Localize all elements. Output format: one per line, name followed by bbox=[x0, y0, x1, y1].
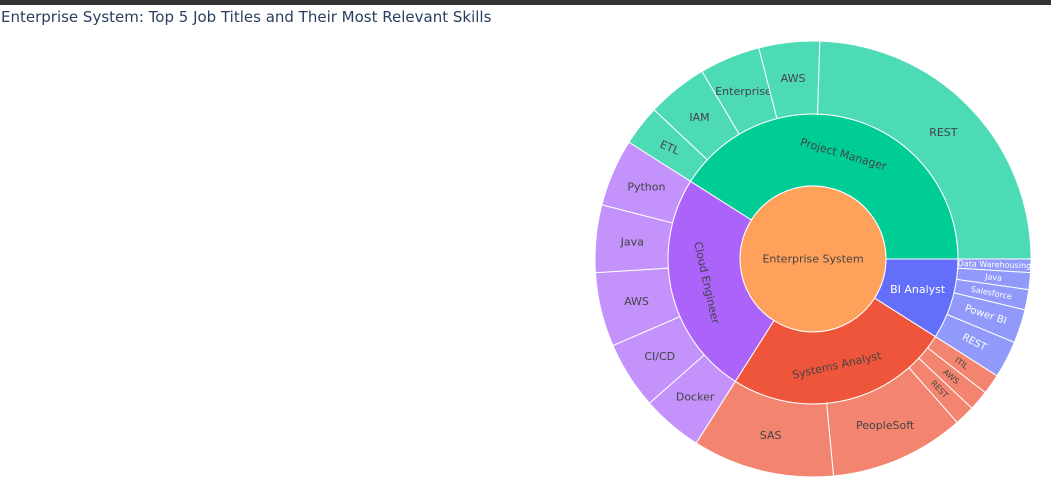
label-bi-analyst-java: Java bbox=[984, 272, 1003, 283]
label-cloud-engineer-ci-cd: CI/CD bbox=[644, 350, 675, 363]
label-bi-analyst-data-warehousing: Data Warehousing bbox=[958, 259, 1032, 270]
label-project-manager-iam: IAM bbox=[689, 111, 709, 124]
segment-project-manager-rest[interactable] bbox=[817, 40, 1032, 260]
label-cloud-engineer-aws: AWS bbox=[624, 295, 649, 308]
top-bar bbox=[0, 0, 1051, 5]
label-project-manager-rest: REST bbox=[929, 126, 958, 139]
label-cloud-engineer-docker: Docker bbox=[676, 391, 715, 404]
label-project-manager-enterprise: Enterprise bbox=[715, 85, 772, 98]
label-cloud-engineer-python: Python bbox=[627, 180, 665, 193]
chart-title: Enterprise System: Top 5 Job Titles and … bbox=[1, 8, 492, 26]
label-systems-analyst-sas: SAS bbox=[760, 429, 782, 442]
label-bi-analyst: BI Analyst bbox=[890, 283, 946, 296]
root-label: Enterprise System bbox=[762, 253, 863, 266]
label-project-manager-aws: AWS bbox=[781, 72, 806, 85]
label-cloud-engineer-java: Java bbox=[620, 235, 644, 248]
label-systems-analyst-peoplesoft: PeopleSoft bbox=[856, 419, 915, 432]
